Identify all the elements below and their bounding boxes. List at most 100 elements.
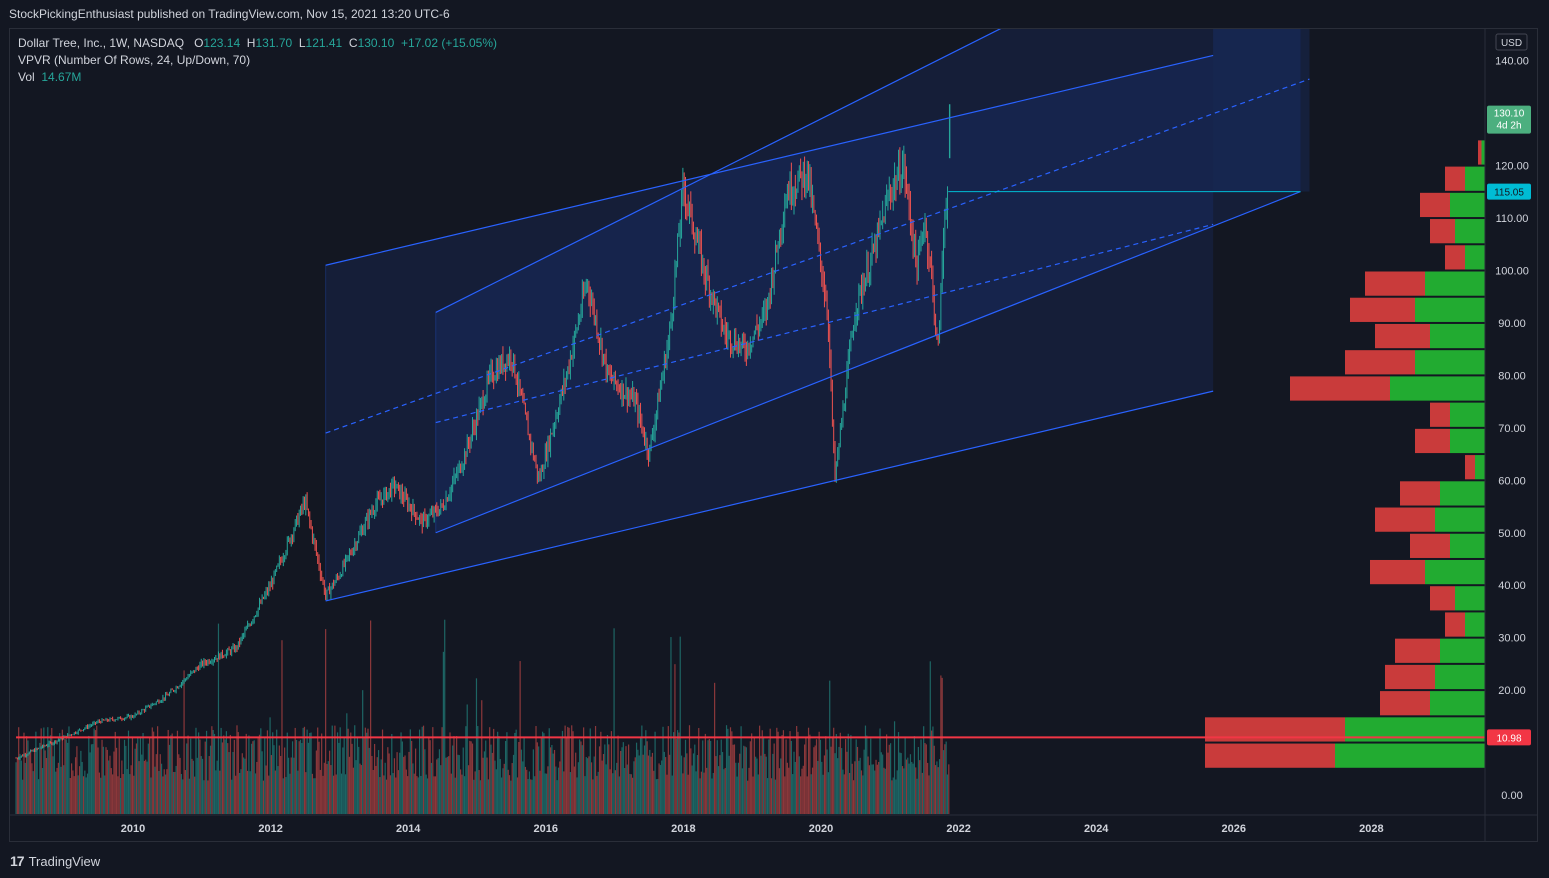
volume-bar [134, 748, 136, 814]
volume-bar [569, 772, 572, 814]
legend-symbol-row[interactable]: Dollar Tree, Inc., 1W, NASDAQ O123.14 H1… [18, 35, 497, 52]
volume-bar [466, 704, 468, 814]
volume-bar [919, 760, 921, 814]
volume-bar [854, 761, 856, 814]
volume-bar [716, 740, 718, 814]
profile-down-2 [1420, 192, 1450, 218]
y-tick-label-6: 70.00 [1498, 423, 1526, 435]
volume-bar [581, 745, 583, 814]
volume-bar [649, 749, 651, 814]
volume-bar [217, 623, 220, 814]
volume-bar [483, 751, 486, 814]
volume-bar [235, 775, 237, 814]
volume-bar [340, 773, 343, 814]
volume-bar [583, 727, 585, 814]
volume-bar [280, 755, 282, 814]
volume-bar [325, 629, 327, 814]
volume-bar [838, 746, 840, 814]
volume-bar [895, 779, 897, 814]
legend-vpvr-row[interactable]: VPVR (Number Of Rows, 24, Up/Down, 70) [18, 52, 497, 69]
volume-bar [65, 739, 67, 814]
volume-bar [512, 754, 515, 814]
volume-bar [31, 763, 33, 814]
volume-bar [555, 766, 557, 814]
volume-label[interactable]: Vol [18, 70, 35, 84]
volume-bar [601, 760, 603, 814]
volume-bar [26, 736, 28, 814]
volume-bar [400, 732, 402, 814]
legend-volume-row[interactable]: Vol 14.67M [18, 69, 497, 86]
volume-bar [373, 743, 376, 814]
volume-bar [475, 678, 478, 814]
x-tick-label-6: 2022 [946, 823, 970, 835]
volume-bar [55, 771, 57, 814]
volume-bar [254, 773, 257, 814]
change-value: +17.02 (+15.05%) [400, 36, 498, 50]
profile-up-17 [1455, 586, 1485, 611]
vpvr-label[interactable]: VPVR (Number Of Rows, 24, Up/Down, 70) [18, 53, 251, 67]
volume-bar [49, 735, 52, 814]
footer-brand[interactable]: TradingView [28, 853, 101, 869]
volume-bar [717, 766, 720, 814]
volume-bar [903, 768, 905, 814]
currency-label: USD [1501, 38, 1522, 49]
profile-up-14 [1435, 507, 1485, 532]
volume-bar [818, 731, 820, 814]
volume-bar [43, 727, 45, 814]
volume-bar [916, 778, 918, 814]
volume-bar [16, 759, 18, 814]
volume-bar [286, 732, 288, 814]
volume-bar [145, 759, 147, 814]
level-tag-label-0: 115.05 [1494, 188, 1524, 199]
volume-bar [948, 764, 950, 814]
y-tick-label-7: 60.00 [1498, 475, 1526, 487]
volume-bar [933, 745, 935, 814]
volume-bar [355, 760, 357, 814]
volume-bar [915, 767, 917, 814]
volume-bar [528, 771, 530, 814]
channel-upper-1 [325, 54, 1214, 266]
volume-bar [343, 736, 345, 814]
volume-bar [401, 741, 403, 814]
volume-bar [72, 770, 74, 814]
volume-bar [109, 755, 111, 814]
volume-bar [867, 756, 869, 814]
tradingview-logo-icon[interactable]: 17 [10, 853, 25, 869]
symbol-name[interactable]: Dollar Tree, Inc., 1W, NASDAQ [18, 36, 185, 50]
volume-bar [864, 725, 867, 814]
volume-bar [543, 733, 545, 814]
volume-bar [850, 735, 852, 814]
volume-bar [837, 758, 839, 814]
volume-bar [560, 738, 562, 814]
volume-bar [530, 779, 532, 814]
volume-bar [106, 749, 108, 814]
volume-bar [22, 779, 24, 814]
volume-bar [29, 749, 32, 814]
volume-bar [183, 670, 185, 814]
volume-bar [281, 640, 283, 814]
profile-up-15 [1450, 533, 1485, 558]
volume-bar [755, 756, 757, 814]
volume-bar [396, 752, 398, 814]
volume-bar [522, 761, 524, 814]
volume-bar [481, 700, 483, 814]
volume-bar [682, 773, 684, 814]
volume-bar [703, 772, 705, 814]
volume-bar [486, 757, 488, 814]
chart-frame [9, 28, 1538, 842]
volume-bar [115, 747, 118, 814]
profile-down-13 [1400, 481, 1440, 506]
volume-bar [110, 768, 112, 814]
volume-bar [47, 727, 49, 814]
volume-bar [833, 727, 835, 814]
volume-bar [646, 741, 648, 814]
volume-bar [866, 735, 868, 814]
volume-bar [860, 770, 863, 814]
volume-bar [593, 756, 595, 814]
volume-bar [624, 767, 626, 814]
volume-bar [395, 777, 397, 814]
profile-down-19 [1395, 638, 1440, 663]
volume-bar [515, 729, 517, 814]
volume-bar [654, 731, 656, 814]
